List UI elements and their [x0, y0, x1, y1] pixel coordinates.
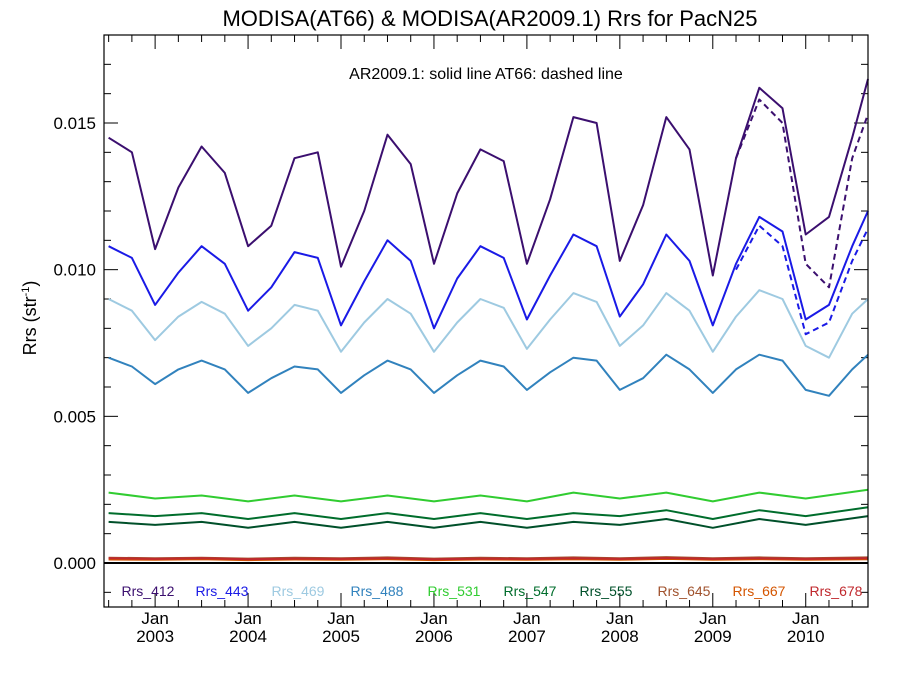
series-line-rrs_443-at66 — [735, 224, 869, 336]
plot-frame — [103, 34, 869, 608]
x-tick-label-month: Jan — [234, 609, 261, 628]
series-line-rrs_678 — [108, 557, 869, 561]
series-line-rrs_488 — [108, 353, 869, 397]
x-tick-label-month: Jan — [420, 609, 447, 628]
series-line-rrs_412-at66 — [735, 98, 869, 289]
y-axis-title-close: ) — [20, 281, 40, 287]
y-tick-label: 0.015 — [53, 114, 96, 133]
x-tick-label-month: Jan — [606, 609, 633, 628]
x-tick-label-year: 2007 — [508, 627, 546, 646]
legend-item-rrs_469: Rrs_469 — [272, 583, 325, 599]
legend-item-rrs_678: Rrs_678 — [810, 583, 863, 599]
series-line-rrs_443 — [108, 210, 869, 330]
x-tick-label-year: 2005 — [322, 627, 360, 646]
series-layer — [108, 78, 869, 562]
y-tick-label: 0.000 — [53, 554, 96, 573]
legend-item-rrs_443: Rrs_443 — [196, 583, 249, 599]
x-tick-label-year: 2010 — [787, 627, 825, 646]
y-tick-label: 0.010 — [53, 261, 96, 280]
x-tick-label-month: Jan — [141, 609, 168, 628]
y-axis-title-sup: -1 — [20, 287, 32, 297]
chart-title: MODISA(AT66) & MODISA(AR2009.1) Rrs for … — [222, 6, 757, 31]
axes-layer: 0.0000.0050.0100.015Jan2003Jan2004Jan200… — [53, 34, 868, 646]
x-tick-label-month: Jan — [699, 609, 726, 628]
x-tick-label-month: Jan — [513, 609, 540, 628]
legend-item-rrs_488: Rrs_488 — [351, 583, 404, 599]
series-line-rrs_412 — [108, 78, 869, 277]
series-line-rrs_555 — [108, 515, 869, 529]
legend-item-rrs_645: Rrs_645 — [658, 583, 711, 599]
series-line-rrs_547 — [108, 506, 869, 520]
legend-item-rrs_667: Rrs_667 — [733, 583, 786, 599]
series-line-rrs_469 — [108, 289, 869, 359]
x-tick-label-month: Jan — [327, 609, 354, 628]
y-axis-title: Rrs (str-1) — [20, 281, 40, 356]
x-tick-label-year: 2009 — [694, 627, 732, 646]
legend-item-rrs_555: Rrs_555 — [580, 583, 633, 599]
x-tick-label-year: 2008 — [601, 627, 639, 646]
y-tick-label: 0.005 — [53, 407, 96, 426]
x-tick-label-year: 2003 — [136, 627, 174, 646]
legend-item-rrs_412: Rrs_412 — [122, 583, 175, 599]
legend-item-rrs_547: Rrs_547 — [504, 583, 557, 599]
series-line-rrs_531 — [108, 488, 869, 503]
chart-annotation: AR2009.1: solid line AT66: dashed line — [349, 66, 623, 83]
x-tick-label-year: 2006 — [415, 627, 453, 646]
y-axis-title-text: Rrs (str — [20, 296, 40, 355]
x-tick-label-year: 2004 — [229, 627, 267, 646]
x-tick-label-month: Jan — [792, 609, 819, 628]
legend: Rrs_412 Rrs_443 Rrs_469 Rrs_488 Rrs_531 Rrs_5… — [122, 583, 863, 599]
legend-item-rrs_531: Rrs_531 — [428, 583, 481, 599]
